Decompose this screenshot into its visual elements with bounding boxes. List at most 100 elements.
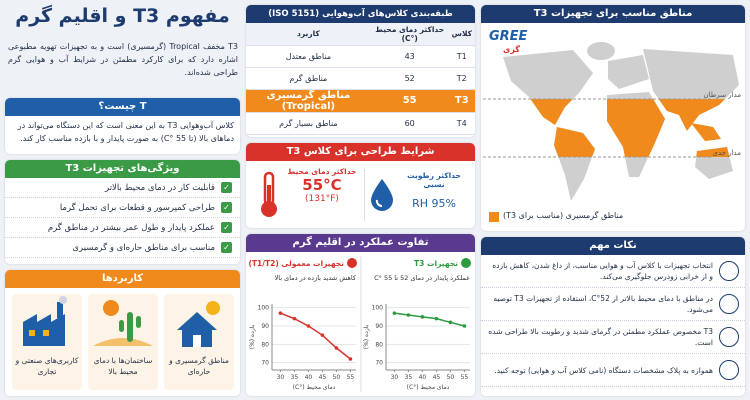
status-icon	[461, 258, 471, 268]
point	[462, 324, 467, 328]
check-icon: ✓	[221, 242, 232, 253]
brand: GREE	[489, 29, 528, 44]
note-text: T3 مخصوص عملکرد مطمئن در گرمای شدید و رط…	[488, 327, 713, 347]
point	[292, 316, 297, 321]
table-title: طبقه‌بندی کلاس‌های آب‌وهوایی (ISO 5151)	[246, 5, 475, 23]
check-icon: ✓	[221, 182, 232, 193]
card-title: کاربردها	[5, 270, 240, 288]
y-tick-label: 80	[375, 341, 383, 348]
note-icon	[719, 360, 739, 380]
page-title: مفهوم T3 و اقلیم گرم	[15, 5, 230, 27]
note-icon	[719, 327, 739, 347]
feature-text: قابلیت کار در دمای محیط بالاتر	[105, 182, 215, 193]
check-icon: ✓	[221, 222, 232, 233]
features-card: ویژگی‌های تجهیزات T3 ✓ قابلیت کار در دمای…	[5, 160, 240, 264]
note: در مناطق با دمای محیط بالاتر از 52°C، اس…	[481, 288, 745, 321]
x-tick-label: 40	[305, 374, 313, 381]
tropic-label: مدار سرطان	[703, 91, 741, 99]
x-axis-label: دمای محیط (°C)	[407, 384, 450, 391]
application: ساختمان‌ها با دمای محیط بالا	[88, 294, 158, 390]
legend-swatch	[489, 212, 499, 222]
what-is-card: T چیست؟ کلاس آب‌وهوایی T3 به این معنی اس…	[5, 98, 240, 154]
x-tick-label: 55	[347, 374, 355, 381]
card-title: T چیست؟	[5, 98, 240, 116]
intro: T3 مخفف Tropical (گرمسیری) است و به تجهی…	[8, 42, 238, 77]
table-cell: مناطق معتدل	[246, 45, 371, 68]
notes-title: نکات مهم	[481, 237, 745, 255]
temp-block: حداکثر دمای محیط 55°C (131°F)	[286, 167, 358, 204]
desert-icon	[93, 300, 153, 346]
table-card: طبقه‌بندی کلاس‌های آب‌وهوایی (ISO 5151) …	[246, 5, 475, 137]
card-title: شرایط طراحی برای کلاس T3	[246, 143, 475, 161]
temp-sub: (131°F)	[305, 194, 339, 204]
column-header: کلاس	[448, 23, 475, 46]
chart-subtitle: عملکرد پایدار در دمای 52 تا 55 °C	[374, 274, 470, 282]
y-tick-label: 80	[261, 341, 269, 348]
feature-text: طراحی کمپرسور و قطعات برای تحمل گرما	[59, 202, 215, 213]
tropic-label: مدار جدی	[713, 149, 742, 157]
map-title: مناطق مناسب برای تجهیزات T3	[481, 5, 745, 23]
point	[306, 324, 311, 328]
point	[406, 313, 411, 317]
performance-card: تفاوت عملکرد در اقلیم گرم تجهیزات T3 عملک…	[246, 234, 475, 396]
performance-charts: تجهیزات T3 عملکرد پایدار در دمای 52 تا 55…	[248, 256, 471, 392]
y-axis-label: بازده (%)	[249, 324, 256, 349]
world-map: مدار سرطان مدار جدی	[483, 42, 742, 201]
x-tick-label: 35	[291, 374, 299, 381]
x-tick-label: 35	[405, 374, 413, 381]
applications-card: کاربردها مناطق گرمسیری و حاره‌ای ساختمان…	[5, 270, 240, 396]
check-icon: ✓	[221, 202, 232, 213]
x-tick-label: 45	[319, 374, 327, 381]
table-cell: 60	[370, 112, 449, 135]
map-card: مناطق مناسب برای تجهیزات T3 GREE گری مدا…	[481, 5, 745, 231]
note-text: انتخاب تجهیزات با کلاس آب و هوایی مناسب،…	[492, 261, 713, 281]
application-label: ساختمان‌ها با دمای محیط بالا	[93, 356, 153, 376]
table-cell: T1	[448, 45, 475, 68]
table-cell: مناطق گرمسیری (Tropical)	[246, 89, 371, 113]
feature: ✓ قابلیت کار در دمای محیط بالاتر	[5, 178, 240, 198]
note: T3 مخصوص عملکرد مطمئن در گرمای شدید و رط…	[481, 321, 745, 354]
line	[394, 312, 465, 327]
y-tick-label: 70	[375, 360, 383, 367]
point	[434, 316, 439, 321]
chart-subtitle: کاهش شدید بازده در دمای بالا	[275, 274, 357, 282]
application-label: کاربری‌های صنعتی و تجاری	[15, 356, 79, 376]
humidity-label: حداکثر رطوبت نسبی	[407, 171, 461, 189]
table-cell: 55	[370, 89, 449, 113]
divider	[364, 169, 365, 221]
note-icon	[719, 261, 739, 281]
point	[348, 357, 353, 361]
table-row: T4 60 مناطق بسیار گرم	[246, 112, 475, 135]
table-cell: مناطق بسیار گرم	[246, 112, 371, 135]
note-text: همواره به پلاک مشخصات دستگاه (نامی کلاس …	[494, 365, 713, 375]
chart-title: تجهیزات T3	[414, 259, 458, 268]
application: کاربری‌های صنعتی و تجاری	[12, 294, 82, 390]
note-text: در مناطق با دمای محیط بالاتر از 52°C، اس…	[493, 294, 713, 314]
table-cell: 52	[370, 67, 449, 90]
feature-text: مناسب برای مناطق حاره‌ای و گرمسیری	[72, 242, 215, 253]
table-cell: مناطق گرم	[246, 67, 371, 90]
temp-label: حداکثر دمای محیط	[287, 167, 357, 176]
x-tick-label: 30	[391, 374, 399, 381]
table-cell: 43	[370, 45, 449, 68]
feature-list: ✓ قابلیت کار در دمای محیط بالاتر ✓ طراحی کم…	[5, 178, 240, 258]
factory-icon	[23, 296, 67, 346]
feature-text: عملکرد پایدار و طول عمر بیشتر در مناطق گ…	[47, 222, 215, 233]
note: انتخاب تجهیزات با کلاس آب و هوایی مناسب،…	[481, 255, 745, 288]
table-row: T1 43 مناطق معتدل	[246, 45, 475, 68]
status-icon	[347, 258, 357, 268]
y-tick-label: 90	[375, 323, 383, 330]
y-tick-label: 70	[261, 360, 269, 367]
x-tick-label: 50	[333, 374, 341, 381]
y-tick-label: 90	[261, 323, 269, 330]
column-header: حداکثر دمای محیط (°C)	[370, 23, 449, 46]
y-tick-label: 100	[258, 305, 270, 312]
application-label: مناطق گرمسیری و حاره‌ای	[169, 356, 229, 376]
note: همواره به پلاک مشخصات دستگاه (نامی کلاس …	[481, 354, 745, 387]
y-tick-label: 100	[372, 305, 384, 312]
point	[278, 311, 283, 315]
what-is-text: کلاس آب‌وهوایی T3 به این معنی است که این…	[17, 121, 234, 143]
x-tick-label: 45	[433, 374, 441, 381]
note-list: انتخاب تجهیزات با کلاس آب و هوایی مناسب،…	[481, 255, 745, 387]
